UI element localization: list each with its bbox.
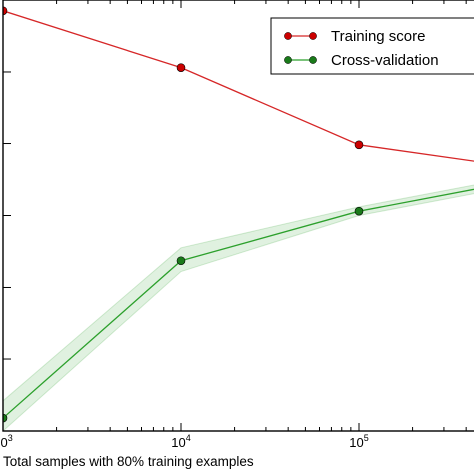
x-axis-ticks: 103 104 105 (0, 0, 467, 450)
training-score-point (176, 63, 186, 72)
legend: Training score Cross-validation (270, 17, 474, 75)
cross-validation-legend-label: Cross-validation (331, 52, 439, 69)
training-score-line (3, 10, 474, 162)
y-axis-ticks (3, 71, 11, 360)
cross-validation-point (176, 256, 186, 266)
training-score-point (354, 140, 364, 150)
legend-box (270, 17, 474, 75)
cross-validation-legend-marker (284, 56, 292, 64)
x-axis-label: Total samples with 80% training examples (3, 454, 254, 469)
training-score-legend-marker (309, 32, 317, 40)
x-tick-label: 105 (349, 433, 368, 450)
training-score-legend-label: Training score (331, 28, 425, 45)
training-score-point (3, 6, 8, 16)
cross-validation-point (3, 413, 8, 423)
x-tick-label: 103 (0, 433, 13, 450)
cross-validation-std-band (3, 184, 474, 431)
cross-validation-point (354, 206, 364, 216)
cross-validation-line (3, 188, 474, 419)
training-score-legend-marker (284, 32, 292, 40)
x-tick-label: 104 (171, 433, 190, 450)
series-layer (3, 6, 474, 431)
cross-validation-legend-marker (309, 56, 317, 64)
